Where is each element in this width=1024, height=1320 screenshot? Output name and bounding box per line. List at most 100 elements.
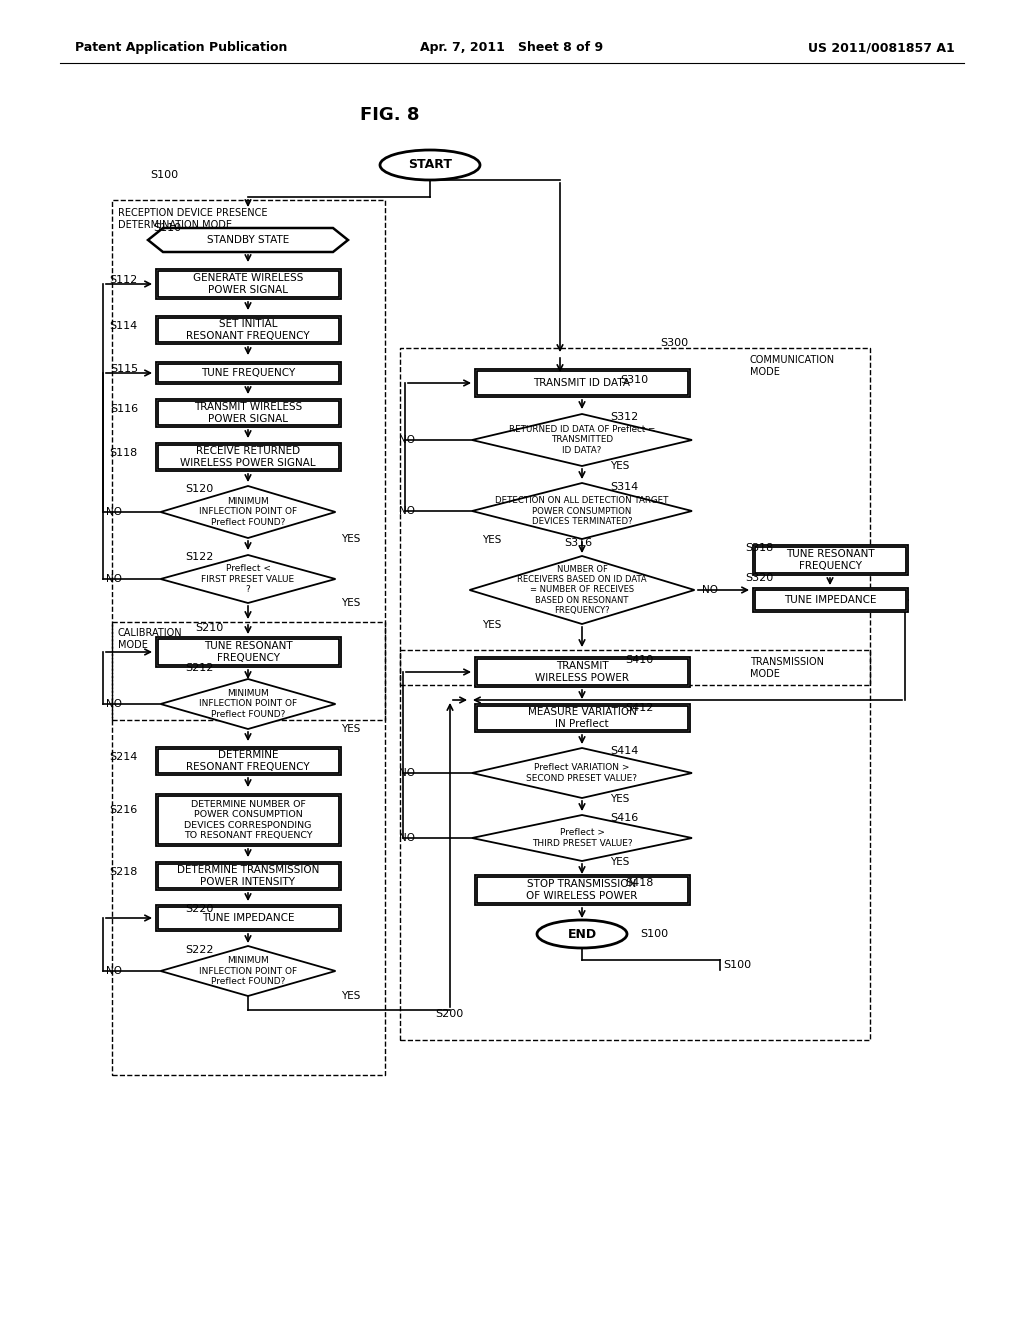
Text: S116: S116 bbox=[110, 404, 138, 414]
Text: S320: S320 bbox=[745, 573, 773, 583]
Text: YES: YES bbox=[341, 598, 360, 609]
Text: S418: S418 bbox=[625, 878, 653, 888]
Text: GENERATE WIRELESS
POWER SIGNAL: GENERATE WIRELESS POWER SIGNAL bbox=[193, 273, 303, 294]
Text: S120: S120 bbox=[185, 484, 213, 494]
FancyBboxPatch shape bbox=[474, 704, 689, 733]
Text: S216: S216 bbox=[110, 805, 138, 814]
Text: Preflect >
THIRD PRESET VALUE?: Preflect > THIRD PRESET VALUE? bbox=[531, 829, 632, 847]
Text: S316: S316 bbox=[564, 539, 592, 548]
Polygon shape bbox=[161, 486, 336, 539]
Text: TRANSMIT
WIRELESS POWER: TRANSMIT WIRELESS POWER bbox=[535, 661, 629, 682]
Text: S110: S110 bbox=[153, 223, 181, 234]
Text: RECEIVE RETURNED
WIRELESS POWER SIGNAL: RECEIVE RETURNED WIRELESS POWER SIGNAL bbox=[180, 446, 315, 467]
Text: NO: NO bbox=[106, 700, 122, 709]
Text: NUMBER OF
RECEIVERS BASED ON ID DATA
= NUMBER OF RECEIVES
BASED ON RESONANT
FREQ: NUMBER OF RECEIVERS BASED ON ID DATA = N… bbox=[517, 565, 647, 615]
Text: YES: YES bbox=[482, 620, 502, 630]
Text: S410: S410 bbox=[625, 655, 653, 665]
Text: END: END bbox=[567, 928, 597, 940]
Text: S312: S312 bbox=[610, 412, 638, 422]
FancyBboxPatch shape bbox=[156, 399, 341, 426]
Text: DETERMINE NUMBER OF
POWER CONSUMPTION
DEVICES CORRESPONDING
TO RESONANT FREQUENC: DETERMINE NUMBER OF POWER CONSUMPTION DE… bbox=[183, 800, 312, 840]
Text: S210: S210 bbox=[195, 623, 223, 634]
FancyBboxPatch shape bbox=[753, 545, 907, 576]
Polygon shape bbox=[148, 228, 348, 252]
Text: S114: S114 bbox=[110, 321, 138, 331]
Text: TRANSMIT ID DATA: TRANSMIT ID DATA bbox=[534, 378, 631, 388]
Text: YES: YES bbox=[610, 795, 630, 804]
Text: NO: NO bbox=[106, 507, 122, 517]
Text: S100: S100 bbox=[723, 960, 752, 970]
Polygon shape bbox=[161, 554, 336, 603]
Text: MINIMUM
INFLECTION POINT OF
Preflect FOUND?: MINIMUM INFLECTION POINT OF Preflect FOU… bbox=[199, 956, 297, 986]
Text: SET INITIAL
RESONANT FREQUENCY: SET INITIAL RESONANT FREQUENCY bbox=[186, 319, 310, 341]
Polygon shape bbox=[161, 678, 336, 729]
Text: MEASURE VARIATION
IN Preflect: MEASURE VARIATION IN Preflect bbox=[527, 708, 637, 729]
Text: TUNE IMPEDANCE: TUNE IMPEDANCE bbox=[783, 595, 877, 605]
Text: TUNE RESONANT
FREQUENCY: TUNE RESONANT FREQUENCY bbox=[204, 642, 292, 663]
Polygon shape bbox=[469, 556, 694, 624]
Text: S300: S300 bbox=[660, 338, 688, 348]
Polygon shape bbox=[472, 414, 692, 466]
Text: NO: NO bbox=[399, 833, 415, 843]
Text: S310: S310 bbox=[620, 375, 648, 385]
Text: S222: S222 bbox=[185, 945, 213, 954]
Text: TUNE IMPEDANCE: TUNE IMPEDANCE bbox=[202, 913, 294, 923]
Text: YES: YES bbox=[341, 991, 360, 1001]
FancyBboxPatch shape bbox=[156, 269, 341, 300]
Text: NO: NO bbox=[399, 506, 415, 516]
FancyBboxPatch shape bbox=[156, 444, 341, 471]
Text: DETERMINE TRANSMISSION
POWER INTENSITY: DETERMINE TRANSMISSION POWER INTENSITY bbox=[177, 865, 319, 887]
Ellipse shape bbox=[537, 920, 627, 948]
FancyBboxPatch shape bbox=[474, 370, 689, 397]
Text: COMMUNICATION
MODE: COMMUNICATION MODE bbox=[750, 355, 836, 376]
Text: MINIMUM
INFLECTION POINT OF
Preflect FOUND?: MINIMUM INFLECTION POINT OF Preflect FOU… bbox=[199, 498, 297, 527]
Polygon shape bbox=[472, 814, 692, 861]
Text: RECEPTION DEVICE PRESENCE
DETERMINATION MODE: RECEPTION DEVICE PRESENCE DETERMINATION … bbox=[118, 209, 267, 230]
Text: TUNE FREQUENCY: TUNE FREQUENCY bbox=[201, 368, 295, 378]
Text: S416: S416 bbox=[610, 813, 638, 822]
Text: NO: NO bbox=[106, 574, 122, 583]
Text: S218: S218 bbox=[110, 867, 138, 876]
Text: S100: S100 bbox=[150, 170, 178, 180]
Text: YES: YES bbox=[482, 535, 502, 545]
Text: S414: S414 bbox=[610, 746, 638, 756]
Text: START: START bbox=[408, 158, 452, 172]
Text: US 2011/0081857 A1: US 2011/0081857 A1 bbox=[808, 41, 955, 54]
FancyBboxPatch shape bbox=[156, 747, 341, 775]
Text: YES: YES bbox=[341, 723, 360, 734]
FancyBboxPatch shape bbox=[156, 315, 341, 345]
FancyBboxPatch shape bbox=[753, 587, 907, 612]
Text: TRANSMIT WIRELESS
POWER SIGNAL: TRANSMIT WIRELESS POWER SIGNAL bbox=[194, 403, 302, 424]
Text: S212: S212 bbox=[185, 663, 213, 673]
Text: NO: NO bbox=[106, 966, 122, 975]
FancyBboxPatch shape bbox=[474, 875, 689, 906]
Text: TUNE RESONANT
FREQUENCY: TUNE RESONANT FREQUENCY bbox=[785, 549, 874, 570]
Text: S200: S200 bbox=[435, 1008, 463, 1019]
Text: MINIMUM
INFLECTION POINT OF
Preflect FOUND?: MINIMUM INFLECTION POINT OF Preflect FOU… bbox=[199, 689, 297, 719]
Text: S115: S115 bbox=[110, 364, 138, 374]
Text: Preflect <
FIRST PRESET VALUE
?: Preflect < FIRST PRESET VALUE ? bbox=[202, 564, 295, 594]
Text: S412: S412 bbox=[625, 704, 653, 713]
Text: DETECTION ON ALL DETECTION TARGET
POWER CONSUMPTION
DEVICES TERMINATED?: DETECTION ON ALL DETECTION TARGET POWER … bbox=[496, 496, 669, 525]
Text: NO: NO bbox=[702, 585, 718, 595]
Text: S318: S318 bbox=[745, 543, 773, 553]
Text: S100: S100 bbox=[640, 929, 668, 939]
Text: DETERMINE
RESONANT FREQUENCY: DETERMINE RESONANT FREQUENCY bbox=[186, 750, 310, 772]
Text: RETURNED ID DATA OF Preflect =
TRANSMITTED
ID DATA?: RETURNED ID DATA OF Preflect = TRANSMITT… bbox=[509, 425, 655, 455]
Text: S220: S220 bbox=[185, 904, 213, 913]
Text: NO: NO bbox=[399, 436, 415, 445]
Polygon shape bbox=[161, 946, 336, 997]
Text: STANDBY STATE: STANDBY STATE bbox=[207, 235, 289, 246]
Polygon shape bbox=[472, 748, 692, 799]
Text: S314: S314 bbox=[610, 482, 638, 492]
Text: S112: S112 bbox=[110, 275, 138, 285]
FancyBboxPatch shape bbox=[156, 362, 341, 384]
FancyBboxPatch shape bbox=[156, 638, 341, 667]
Text: FIG. 8: FIG. 8 bbox=[360, 106, 420, 124]
Text: S122: S122 bbox=[185, 552, 213, 562]
Text: YES: YES bbox=[610, 461, 630, 471]
Text: S214: S214 bbox=[110, 752, 138, 762]
Ellipse shape bbox=[380, 150, 480, 180]
Text: YES: YES bbox=[341, 535, 360, 544]
FancyBboxPatch shape bbox=[156, 862, 341, 890]
